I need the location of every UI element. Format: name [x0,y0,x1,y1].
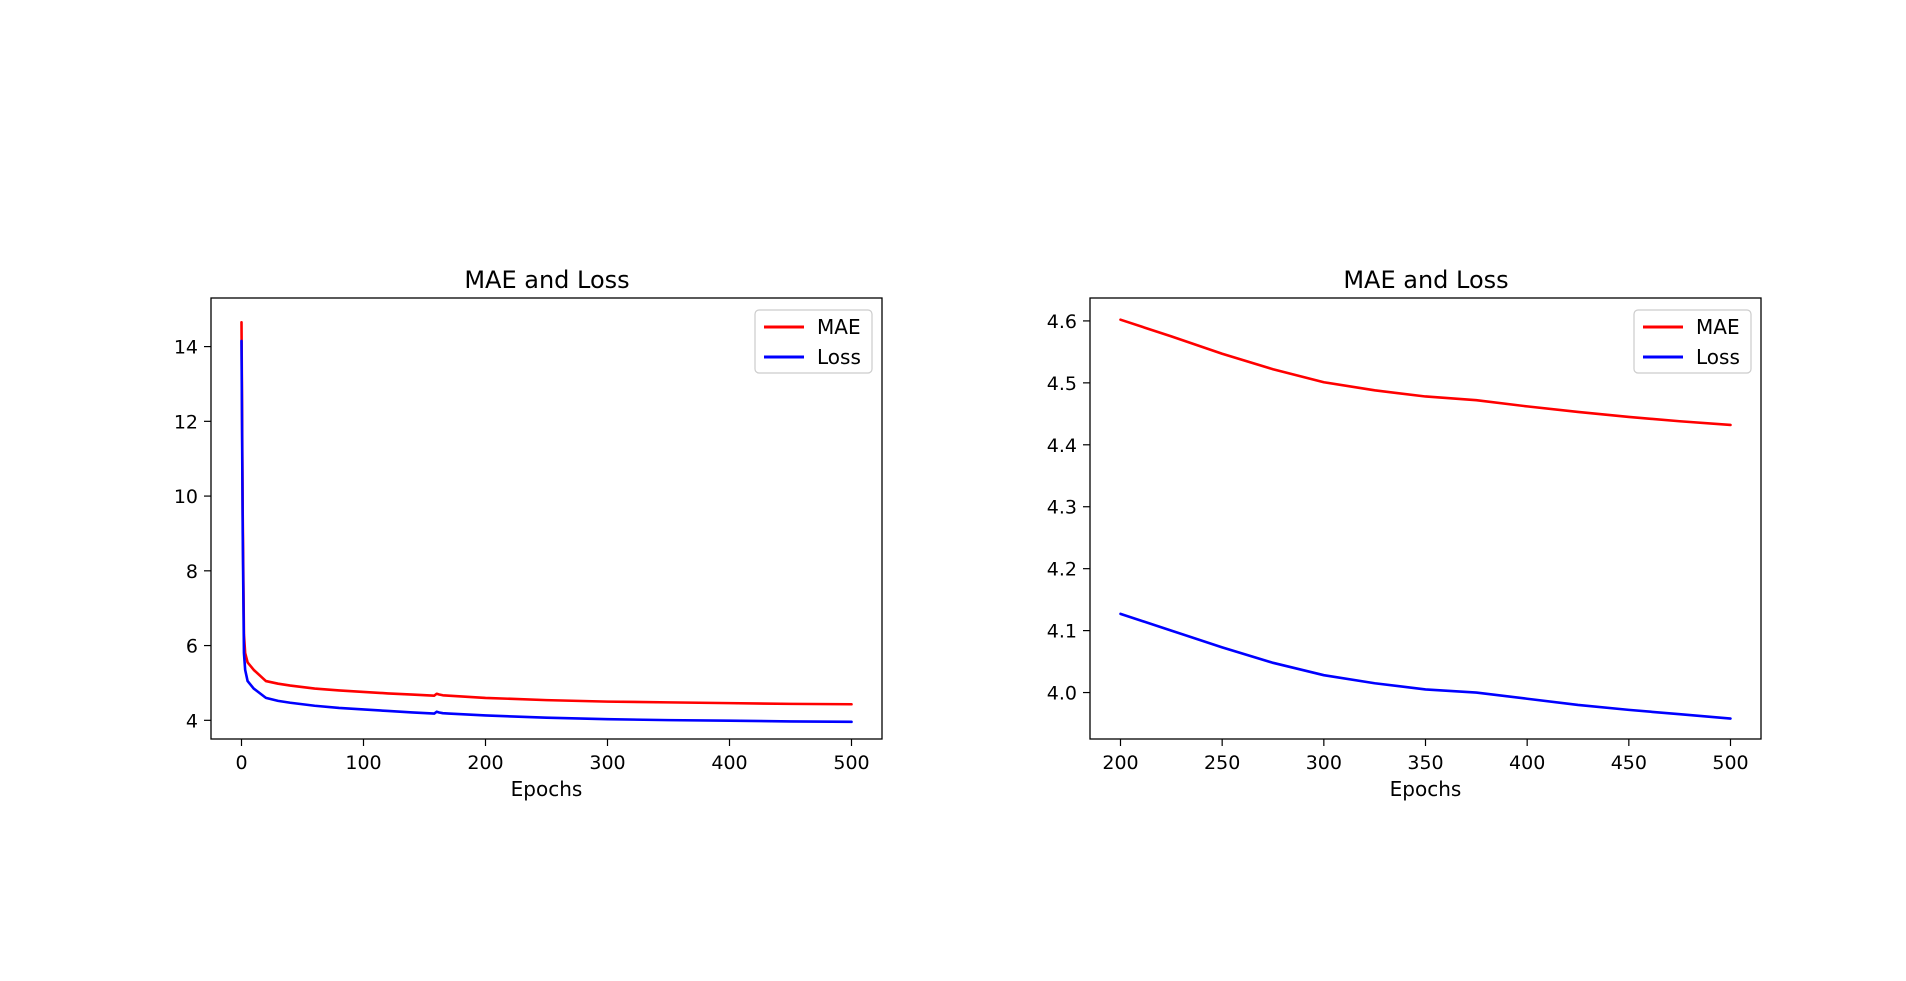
chart-mae-loss-full: MAE and Loss 0 100 200 300 400 500 4 6 8 10 12 14 E… [174,266,883,801]
x-tick-label: 450 [1611,752,1647,774]
y-tick-label: 4.5 [1047,373,1077,395]
y-tick-label: 6 [186,636,198,658]
y-tick-label: 4.3 [1047,497,1077,519]
x-tick-label: 400 [711,752,747,774]
series-line-mae [240,320,853,706]
legend-label-mae: MAE [1696,315,1740,339]
x-tick-label: 200 [1102,752,1138,774]
legend: MAE Loss [754,309,873,374]
series-line-mae [1119,318,1732,427]
chart-title: MAE and Loss [464,266,629,294]
legend-label-mae: MAE [817,315,861,339]
legend-label-loss: Loss [1696,345,1740,369]
y-tick-label: 4.2 [1047,559,1077,581]
x-axis-label: Epochs [1390,777,1462,801]
ticks-layer: 0 100 200 300 400 500 4 6 8 10 12 14 [174,337,870,774]
series-layer [1119,318,1732,720]
x-axis-label: Epochs [511,777,583,801]
y-tick-label: 4.0 [1047,683,1077,705]
x-tick-label: 100 [345,752,381,774]
x-tick-label: 500 [833,752,869,774]
legend: MAE Loss [1633,309,1752,374]
series-line-loss [1119,612,1732,720]
x-tick-label: 0 [235,752,247,774]
y-tick-label: 12 [174,411,198,433]
y-tick-label: 4 [186,710,198,732]
y-tick-label: 4.6 [1047,311,1077,333]
legend-label-loss: Loss [817,345,861,369]
series-layer [240,320,853,724]
y-tick-label: 14 [174,337,198,359]
chart-title: MAE and Loss [1343,266,1508,294]
y-tick-label: 8 [186,561,198,583]
x-tick-label: 300 [1306,752,1342,774]
chart-mae-loss-zoomed: MAE and Loss 200 250 300 350 400 450 500 4.0 4.1… [1047,266,1762,801]
y-tick-label: 4.1 [1047,621,1077,643]
y-tick-label: 4.4 [1047,435,1077,457]
y-tick-label: 10 [174,486,198,508]
x-tick-label: 200 [467,752,503,774]
x-tick-label: 300 [589,752,625,774]
plot-frame [210,297,883,740]
ticks-layer: 200 250 300 350 400 450 500 4.0 4.1 4.2 4.3 4.4 4.5 4… [1047,311,1749,774]
series-line-loss [240,339,853,724]
x-tick-label: 250 [1204,752,1240,774]
x-tick-label: 350 [1407,752,1443,774]
x-tick-label: 500 [1712,752,1748,774]
x-tick-label: 400 [1509,752,1545,774]
